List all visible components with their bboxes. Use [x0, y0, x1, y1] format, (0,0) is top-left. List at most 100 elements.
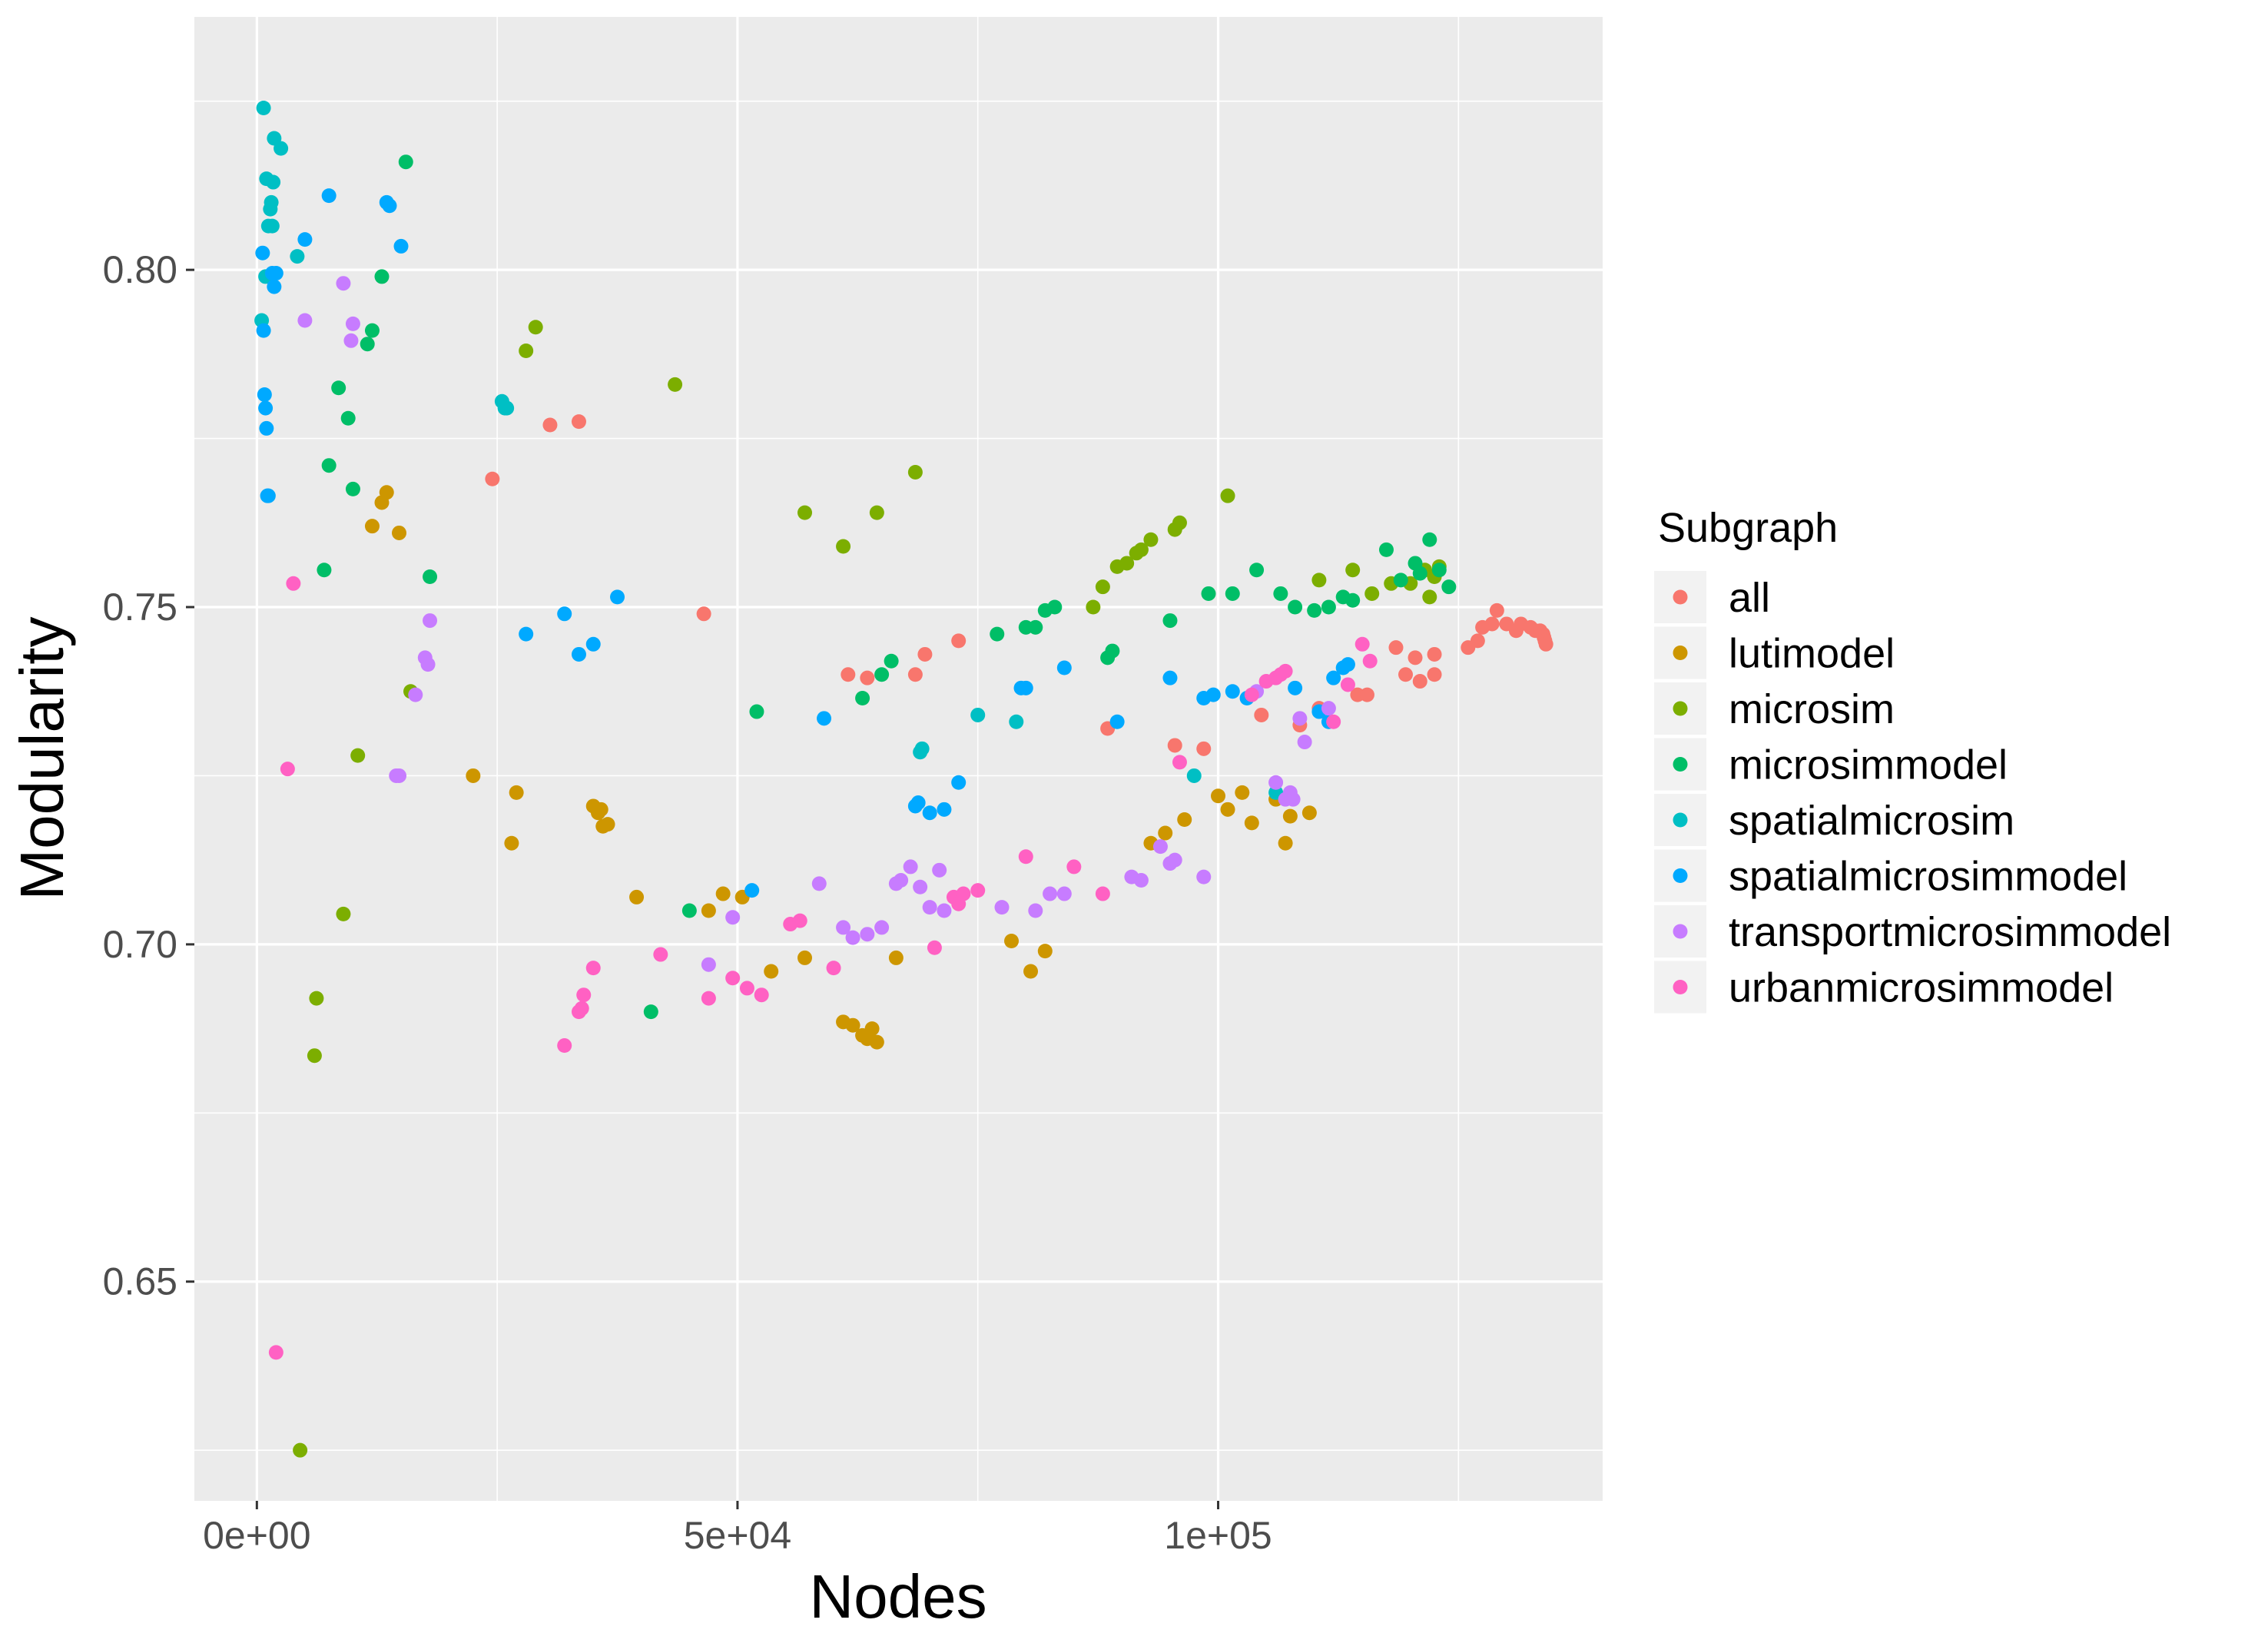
- legend-label-microsim: microsim: [1729, 686, 1895, 732]
- point-transportmicrosimmodel: [1043, 886, 1058, 901]
- x-tick-label: 0e+00: [203, 1514, 310, 1557]
- point-microsim: [1143, 532, 1159, 547]
- point-microsim: [668, 377, 683, 392]
- point-spatialmicrosim: [256, 100, 271, 115]
- point-lutimodel: [715, 886, 731, 901]
- point-all: [485, 471, 500, 486]
- point-spatialmicrosim: [1009, 714, 1024, 729]
- point-microsimmodel: [1307, 602, 1322, 618]
- point-lutimodel: [1244, 815, 1259, 831]
- point-urbanmicrosimmodel: [1354, 636, 1370, 652]
- point-spatialmicrosimmodel: [585, 636, 601, 652]
- point-microsimmodel: [1345, 592, 1361, 608]
- point-spatialmicrosim: [274, 141, 289, 156]
- point-transportmicrosimmodel: [1028, 903, 1043, 918]
- point-urbanmicrosimmodel: [574, 1001, 589, 1016]
- point-lutimodel: [364, 519, 380, 534]
- point-urbanmicrosimmodel: [701, 991, 716, 1006]
- point-lutimodel: [1235, 785, 1250, 800]
- point-transportmicrosimmodel: [845, 930, 860, 945]
- point-microsim: [1311, 573, 1327, 588]
- legend-label-microsimmodel: microsimmodel: [1729, 742, 2008, 788]
- point-urbanmicrosimmodel: [576, 987, 592, 1003]
- point-microsimmodel: [874, 667, 890, 682]
- point-all: [571, 414, 586, 430]
- point-spatialmicrosimmodel: [259, 420, 274, 436]
- point-urbanmicrosimmodel: [956, 886, 971, 901]
- point-all: [1427, 646, 1442, 662]
- point-transportmicrosimmodel: [1268, 775, 1284, 790]
- point-microsim: [1133, 542, 1149, 557]
- point-transportmicrosimmodel: [725, 910, 741, 925]
- point-lutimodel: [504, 835, 519, 851]
- point-urbanmicrosimmodel: [557, 1038, 572, 1054]
- point-urbanmicrosimmodel: [1244, 687, 1259, 702]
- point-lutimodel: [1282, 808, 1298, 824]
- point-all: [1489, 602, 1504, 618]
- point-transportmicrosimmodel: [874, 920, 890, 935]
- legend-marker-spatialmicrosimmodel: [1673, 868, 1688, 883]
- point-microsimmodel: [1441, 579, 1457, 595]
- point-microsimmodel: [360, 337, 375, 352]
- point-microsimmodel: [884, 653, 899, 669]
- point-lutimodel: [869, 1034, 884, 1050]
- point-microsimmodel: [1321, 599, 1336, 615]
- point-all: [1398, 667, 1414, 682]
- point-lutimodel: [1301, 805, 1317, 821]
- point-all: [1359, 687, 1374, 702]
- point-microsim: [869, 505, 884, 520]
- point-all: [1408, 650, 1423, 665]
- point-transportmicrosimmodel: [1133, 872, 1149, 888]
- point-microsimmodel: [398, 154, 413, 170]
- point-spatialmicrosimmodel: [1162, 670, 1178, 685]
- point-microsim: [1095, 579, 1110, 595]
- point-spatialmicrosimmodel: [268, 266, 284, 281]
- point-transportmicrosimmodel: [932, 862, 947, 878]
- point-lutimodel: [1220, 802, 1235, 817]
- point-spatialmicrosimmodel: [1056, 660, 1072, 675]
- legend-marker-urbanmicrosimmodel: [1673, 980, 1688, 994]
- point-spatialmicrosimmodel: [1109, 714, 1125, 729]
- point-microsimmodel: [1225, 586, 1240, 601]
- legend-label-transportmicrosimmodel: transportmicrosimmodel: [1729, 909, 2171, 955]
- point-all: [951, 633, 967, 649]
- point-spatialmicrosim: [1186, 768, 1202, 783]
- point-microsim: [1422, 589, 1437, 605]
- point-microsimmodel: [1273, 586, 1288, 601]
- point-spatialmicrosimmodel: [610, 589, 625, 605]
- point-transportmicrosimmodel: [860, 927, 875, 942]
- point-spatialmicrosimmodel: [257, 387, 272, 403]
- point-microsimmodel: [317, 563, 332, 578]
- point-microsim: [1345, 563, 1361, 578]
- point-microsimmodel: [1393, 573, 1408, 588]
- point-microsim: [307, 1048, 322, 1064]
- point-transportmicrosimmodel: [1285, 792, 1301, 807]
- point-transportmicrosimmodel: [811, 876, 827, 891]
- point-lutimodel: [593, 802, 608, 817]
- point-transportmicrosimmodel: [1321, 701, 1336, 716]
- point-lutimodel: [629, 889, 645, 904]
- x-tick-label: 1e+05: [1164, 1514, 1272, 1557]
- point-microsim: [1172, 515, 1187, 530]
- point-microsimmodel: [1412, 566, 1427, 581]
- point-microsim: [1364, 586, 1380, 601]
- point-urbanmicrosimmodel: [754, 987, 769, 1003]
- point-microsimmodel: [345, 481, 360, 496]
- point-urbanmicrosimmodel: [826, 961, 841, 976]
- point-urbanmicrosimmodel: [1066, 859, 1082, 875]
- point-lutimodel: [864, 1021, 880, 1037]
- point-transportmicrosimmodel: [894, 872, 909, 888]
- legend-marker-microsim: [1673, 701, 1688, 716]
- point-microsimmodel: [1201, 586, 1216, 601]
- point-transportmicrosimmodel: [343, 333, 359, 348]
- point-urbanmicrosimmodel: [970, 883, 986, 898]
- point-transportmicrosimmodel: [1167, 852, 1182, 868]
- point-microsim: [907, 464, 923, 480]
- point-transportmicrosimmodel: [922, 900, 937, 915]
- point-microsim: [797, 505, 813, 520]
- legend: Subgraph all lutimodel microsim microsimmod…: [1654, 505, 2171, 1014]
- point-spatialmicrosimmodel: [937, 802, 952, 817]
- point-lutimodel: [764, 964, 779, 979]
- point-spatialmicrosimmodel: [321, 188, 337, 204]
- point-spatialmicrosim: [264, 218, 280, 234]
